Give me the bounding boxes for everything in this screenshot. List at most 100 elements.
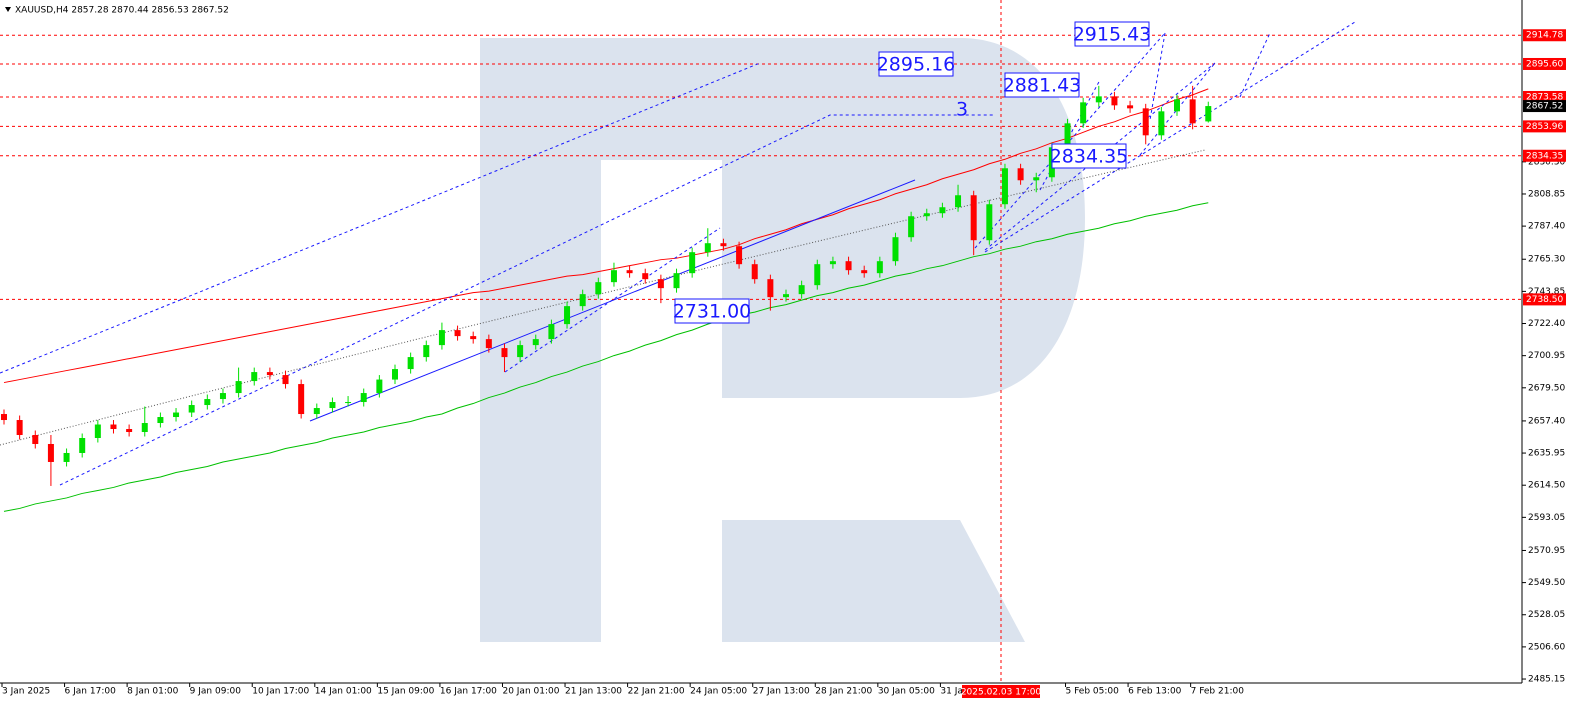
candle-body [407, 357, 414, 370]
candle-body [548, 324, 555, 340]
candle-body [1158, 111, 1165, 136]
annotation: 2731.00 [673, 301, 752, 323]
y-tick-label: 2593.05 [1528, 513, 1565, 523]
y-tick-label: 2614.50 [1528, 481, 1565, 491]
y-tick-label: 2700.95 [1528, 351, 1565, 361]
candle-body [157, 417, 164, 424]
candle-body [923, 213, 930, 217]
candle-body [454, 330, 461, 337]
candle-body [626, 270, 633, 274]
candle-body [673, 273, 680, 289]
x-tick-label: 7 Feb 21:00 [1191, 687, 1245, 697]
candle-body [845, 261, 852, 271]
candle-body [1064, 123, 1071, 148]
candle-body [939, 207, 946, 214]
watermark-stem [480, 38, 601, 642]
y-tick-label: 2570.95 [1528, 546, 1565, 556]
level-label: 2834.35 [1526, 151, 1563, 161]
x-tick-label: 24 Jan 05:00 [690, 687, 747, 697]
x-tick-label: 22 Jan 21:00 [628, 687, 685, 697]
crosshair-label: 2025.02.03 17:00 [961, 688, 1042, 698]
candle-body [1095, 96, 1102, 103]
candle-body [1001, 168, 1008, 205]
candle-body [438, 330, 445, 346]
candle-body [876, 261, 883, 274]
moving-average [3, 88, 1209, 384]
y-tick-label: 2635.95 [1528, 449, 1565, 459]
candle-body [32, 435, 39, 444]
candle-body [376, 379, 383, 394]
candle-body [564, 306, 571, 325]
annotation: 2834.35 [1050, 146, 1129, 168]
candle-body [751, 264, 758, 280]
candle-body [282, 375, 289, 385]
candle-body [783, 294, 789, 298]
x-tick-label: 9 Jan 09:00 [190, 687, 242, 697]
candle-body [892, 237, 899, 262]
candle-body [298, 384, 305, 415]
candle-body [1189, 99, 1196, 124]
candle-body [188, 405, 195, 413]
candle-body [345, 402, 352, 404]
candle-body [657, 279, 664, 289]
candle-body [595, 282, 602, 295]
candle-body [266, 372, 273, 376]
candle-body [1080, 102, 1087, 124]
x-tick-label: 14 Jan 01:00 [315, 687, 372, 697]
candle-body [79, 438, 86, 453]
y-tick-label: 2722.40 [1528, 319, 1565, 329]
candle-body [517, 345, 524, 358]
level-label: 2914.78 [1526, 31, 1563, 41]
candle-body [126, 429, 133, 433]
y-tick-label: 2506.60 [1528, 642, 1565, 652]
candle-body [251, 372, 258, 382]
candle-body [1142, 108, 1149, 136]
candles [1, 85, 1212, 486]
candle-body [955, 195, 962, 208]
y-tick-label: 2743.85 [1528, 287, 1565, 297]
candle-body [689, 252, 696, 274]
candle-body [1127, 105, 1134, 109]
x-tick-label: 6 Jan 17:00 [65, 687, 117, 697]
candle-body [94, 424, 101, 439]
chart-title: XAUUSD,H4 2857.28 2870.44 2856.53 2867.5… [15, 6, 229, 16]
candle-body [704, 243, 711, 253]
y-tick-label: 2528.05 [1528, 610, 1565, 620]
annotation-box [1074, 21, 1150, 47]
level-label-box [1523, 149, 1566, 162]
y-tick-label: 2679.50 [1528, 383, 1565, 393]
candle-body [173, 412, 180, 418]
candle-body [235, 381, 242, 394]
candle-body [329, 402, 336, 409]
menu-triangle [5, 7, 11, 12]
candle-body [814, 264, 821, 286]
candle-body [219, 393, 226, 400]
candle-body [1205, 106, 1212, 122]
x-tick-label: 5 Feb 05:00 [1066, 687, 1120, 697]
crosshair-label-box [962, 685, 1040, 698]
candle-body [579, 294, 586, 307]
annotation-box [878, 51, 954, 77]
candle-body [16, 420, 23, 436]
x-tick-label: 21 Jan 13:00 [565, 687, 622, 697]
candle-body [313, 408, 320, 415]
annotation-box [674, 298, 750, 324]
moving-averages [3, 88, 1209, 512]
watermark [480, 38, 1085, 642]
candle-body [1017, 168, 1024, 181]
candle-body [110, 424, 117, 430]
wave-line [309, 179, 916, 422]
watermark-bowl [600, 38, 1085, 398]
candle-body [47, 443, 54, 462]
candle-body [986, 204, 993, 241]
candle-body [1111, 96, 1118, 106]
current-price-label: 2867.52 [1526, 102, 1563, 112]
x-tick-label: 27 Jan 13:00 [753, 687, 810, 697]
levels [0, 34, 1522, 300]
candle-body [204, 399, 211, 406]
level-label-box [1523, 29, 1566, 42]
axes: 2485.15 2506.60 2528.05 2549.50 2570.95 2593.… [1, 29, 1566, 698]
level-label: 2873.58 [1526, 92, 1563, 102]
candle-body [767, 279, 774, 298]
y-tick-label: 2485.15 [1528, 675, 1565, 685]
